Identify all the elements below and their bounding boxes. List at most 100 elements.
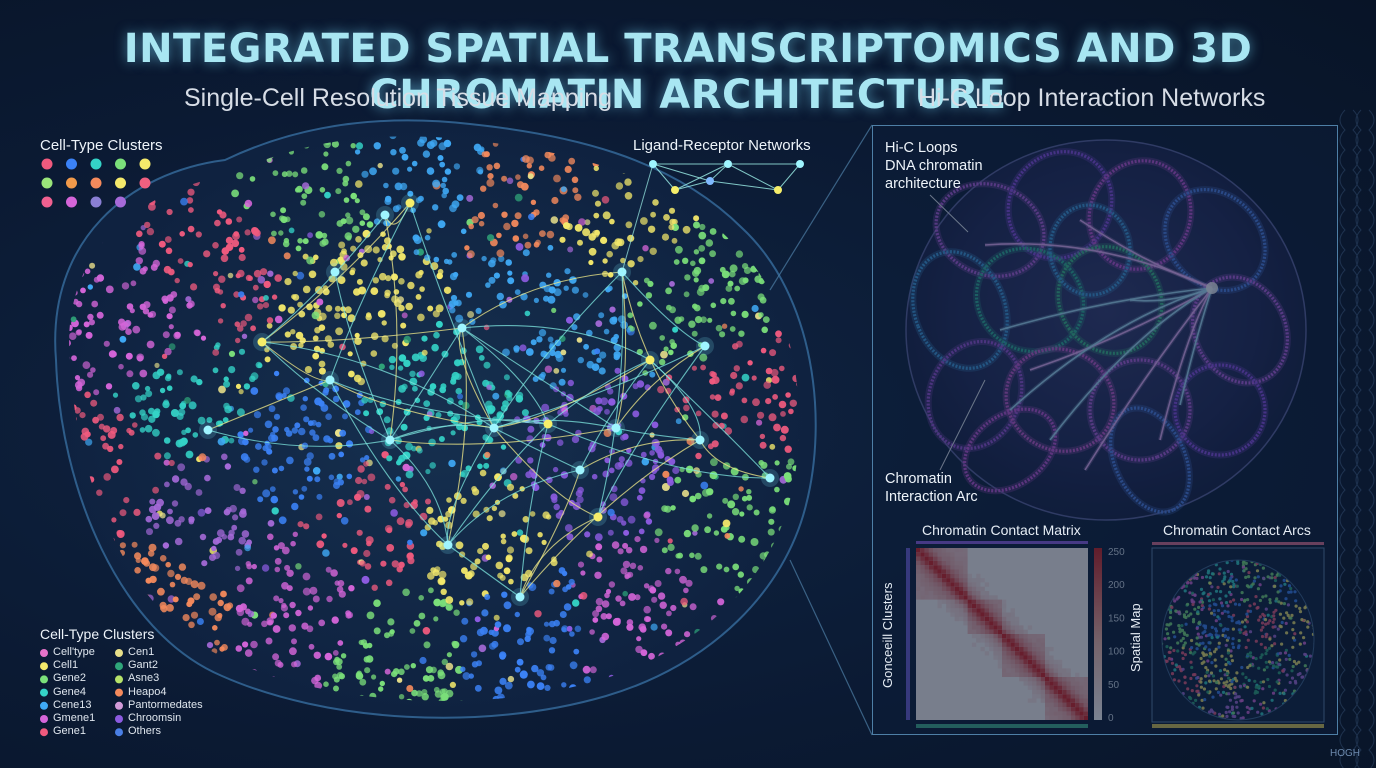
- tissue-cell: [478, 220, 485, 227]
- tissue-cell: [508, 578, 514, 585]
- tissue-cell: [788, 583, 797, 592]
- tissue-cell: [358, 286, 367, 295]
- tissue-cell: [196, 618, 204, 625]
- tissue-cell: [236, 325, 244, 332]
- tissue-cell: [526, 435, 534, 443]
- tissue-cell: [652, 704, 658, 710]
- tissue-cell: [186, 690, 192, 697]
- tissue-cell: [270, 495, 279, 504]
- tissue-cell: [90, 367, 96, 373]
- tissue-cell: [692, 303, 698, 310]
- tissue-cell: [381, 320, 387, 326]
- tissue-cell: [366, 611, 375, 620]
- tissue-cell: [413, 620, 421, 627]
- tissue-cell: [768, 518, 775, 525]
- tissue-cell: [482, 542, 489, 550]
- decor-strand: [1368, 109, 1375, 768]
- tissue-cell: [411, 353, 420, 362]
- tissue-cell: [91, 672, 99, 680]
- tissue-cell: [240, 508, 247, 515]
- tissue-cell: [123, 497, 130, 504]
- tissue-cell: [499, 467, 507, 475]
- tissue-cell: [144, 424, 153, 433]
- tissue-cell: [756, 235, 763, 242]
- tissue-cell: [498, 510, 506, 518]
- tissue-cell: [180, 663, 186, 669]
- tissue-cell: [721, 270, 730, 279]
- tissue-cell: [237, 690, 245, 698]
- tissue-cell: [575, 490, 583, 497]
- tissue-cell: [568, 157, 576, 165]
- tissue-cell: [203, 250, 211, 258]
- tissue-cell: [663, 214, 670, 221]
- tissue-cell: [373, 142, 381, 150]
- tissue-cell: [615, 595, 622, 602]
- tissue-cell: [789, 582, 796, 589]
- network-icon-edge: [652, 163, 711, 182]
- tissue-cell: [236, 172, 244, 180]
- tissue-cell: [243, 136, 252, 145]
- tissue-cell: [149, 170, 157, 178]
- tissue-cell: [595, 597, 604, 606]
- tissue-cell: [765, 222, 772, 230]
- tissue-cell: [528, 213, 535, 221]
- tissue-cell: [373, 599, 381, 607]
- tissue-cell: [699, 353, 708, 362]
- legend-dot: [40, 688, 48, 697]
- tissue-cell: [154, 362, 160, 368]
- tissue-cell: [774, 120, 780, 126]
- tissue-cell: [190, 283, 198, 291]
- tissue-cell: [720, 298, 727, 305]
- tissue-cell: [446, 652, 452, 658]
- tissue-cell: [298, 494, 305, 500]
- tissue-cell: [220, 303, 226, 309]
- tissue-cell: [135, 257, 143, 265]
- tissue-cell: [688, 320, 696, 328]
- tissue-cell: [673, 259, 680, 265]
- tissue-cell: [693, 277, 699, 283]
- tissue-cell: [235, 645, 243, 652]
- tissue-cell: [451, 252, 458, 258]
- tissue-cell: [274, 566, 281, 573]
- tissue-cell: [227, 533, 235, 541]
- tissue-cell: [551, 497, 558, 504]
- tissue-cell: [247, 621, 253, 627]
- tissue-cell: [96, 274, 105, 282]
- tissue-cell: [370, 332, 379, 341]
- tissue-cell: [796, 660, 800, 669]
- tissue-cell: [325, 413, 332, 421]
- tissue-cell: [736, 340, 743, 348]
- tissue-cell: [144, 385, 151, 392]
- tissue-cell: [657, 592, 666, 600]
- tissue-cell: [487, 173, 494, 180]
- tissue-cell: [522, 516, 530, 523]
- tissue-cell: [165, 247, 173, 255]
- tissue-cell: [108, 117, 116, 125]
- tissue-cell: [90, 127, 96, 133]
- tissue-cell: [622, 542, 629, 549]
- tissue-cell: [747, 624, 754, 631]
- tissue-cell: [538, 118, 543, 123]
- tissue-cell: [330, 569, 338, 577]
- tissue-cell: [354, 149, 361, 155]
- tissue-cell: [59, 520, 66, 527]
- tissue-cell: [530, 199, 537, 205]
- tissue-cell: [77, 514, 84, 521]
- tissue-cell: [583, 343, 589, 350]
- tissue-cell: [632, 280, 639, 286]
- tissue-cell: [186, 302, 193, 309]
- tissue-cell: [266, 617, 275, 625]
- tissue-cell: [336, 499, 345, 507]
- tissue-cell: [84, 391, 91, 399]
- tissue-cell: [116, 413, 124, 422]
- tissue-cell: [499, 677, 507, 686]
- tissue-cell: [174, 277, 180, 284]
- tissue-cell: [452, 271, 459, 278]
- tissue-cell: [773, 423, 781, 432]
- tissue-cell: [344, 306, 352, 314]
- tissue-cell: [582, 292, 589, 298]
- tissue-cell: [173, 664, 179, 671]
- tissue-cell: [131, 608, 139, 616]
- legend-item-label: Cell1: [53, 659, 79, 672]
- tissue-cell: [292, 531, 298, 537]
